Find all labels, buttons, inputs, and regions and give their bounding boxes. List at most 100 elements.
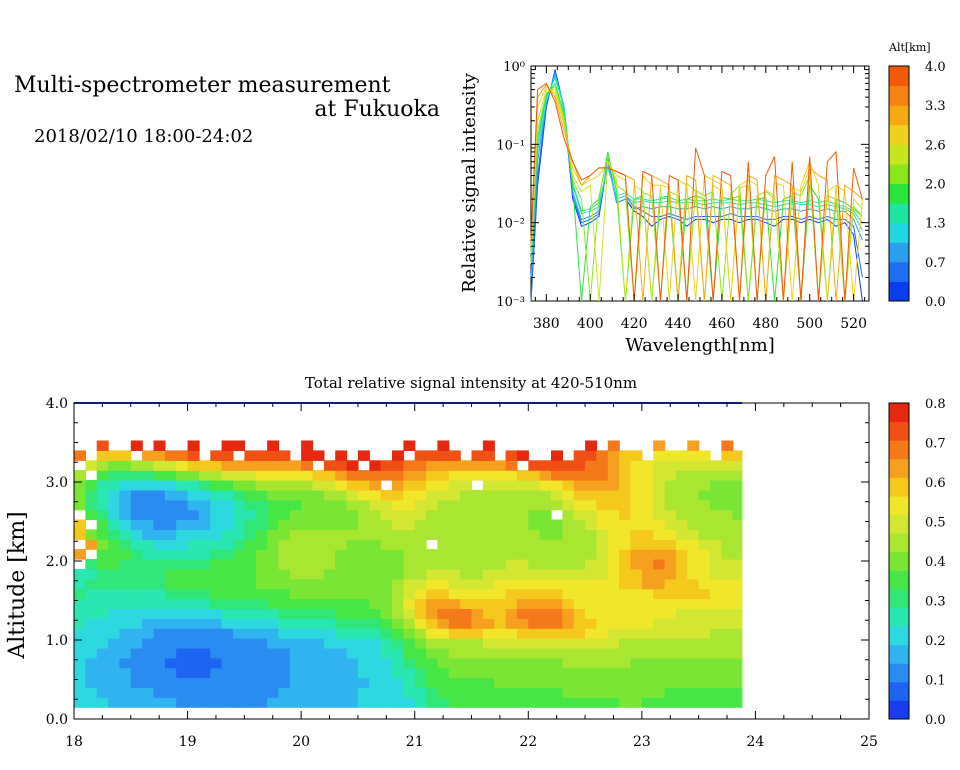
heatmap-cell	[267, 499, 280, 511]
heatmap-cell	[516, 549, 529, 560]
heatmap-cell	[619, 460, 632, 471]
heatmap-cell	[74, 598, 86, 609]
heatmap-cell	[573, 588, 586, 600]
heatmap-cell	[392, 509, 404, 521]
heatmap-cell	[698, 470, 711, 481]
heatmap-cell	[244, 450, 257, 461]
heatmap-cell	[596, 618, 609, 629]
heatmap-cell	[74, 549, 86, 560]
heatmap-cell	[607, 588, 620, 600]
heatmap-cell	[653, 549, 666, 560]
heatmap-cell	[641, 598, 654, 609]
heatmap-cell	[551, 480, 563, 491]
heatmap-cell	[585, 460, 598, 471]
heatmap-cell	[528, 647, 541, 659]
heatmap-cell	[267, 470, 280, 481]
heatmap-cell	[414, 647, 427, 659]
heatmap-cell	[414, 687, 427, 698]
heatmap-cell	[482, 638, 495, 649]
spectrum-series-line	[530, 89, 863, 302]
heatmap-cell	[414, 480, 427, 491]
heatmap-cell	[267, 480, 280, 491]
heatmap-cell	[653, 697, 666, 708]
heatmap-cell	[596, 539, 609, 550]
heatmap-cell	[494, 677, 507, 688]
heatmap-cell	[392, 568, 404, 580]
heatmap-cell	[96, 529, 109, 540]
heatmap-cell	[108, 499, 121, 511]
heatmap-cell	[687, 519, 700, 530]
heatmap-cell	[392, 638, 404, 649]
heatmap-cell	[301, 568, 314, 580]
value-colorbar-swatch	[889, 514, 909, 534]
heatmap-cell	[619, 480, 632, 491]
heatmap-cell	[142, 460, 155, 471]
heatmap-cell	[278, 598, 291, 609]
heatmap-cell	[392, 529, 404, 540]
heatmap-cell	[380, 519, 393, 530]
heatmap-cell	[403, 440, 416, 451]
heatmap-cell	[369, 588, 382, 600]
heatmap-cell	[130, 638, 143, 649]
heatmap-cell	[619, 608, 632, 619]
heatmap-cell	[551, 697, 563, 708]
heatmap-cell	[562, 608, 575, 619]
heatmap-cell	[505, 687, 518, 698]
value-colorbar-swatch	[889, 607, 909, 627]
heatmap-cell	[607, 470, 620, 481]
heatmap-cell	[119, 519, 132, 530]
heatmap-cell	[289, 529, 302, 540]
heatmap-cell	[233, 638, 245, 649]
heatmap-cell	[233, 687, 245, 698]
heatmap-cell	[142, 568, 155, 580]
heatmap-cell	[721, 480, 734, 491]
heatmap-cell	[539, 647, 552, 659]
heatmap-cell	[142, 697, 155, 708]
heatmap-cell	[335, 588, 348, 600]
heatmap-cell	[437, 677, 450, 688]
spectrum-series-line	[530, 82, 863, 302]
heatmap-cell	[278, 618, 291, 629]
heatmap-cell	[142, 549, 155, 560]
heatmap-cell	[267, 667, 280, 679]
heatmap-cell	[721, 578, 734, 590]
heatmap-cell	[335, 470, 348, 481]
heatmap-cell	[448, 559, 461, 570]
heatmap-cell	[198, 697, 211, 708]
heatmap-cell	[426, 529, 439, 540]
heatmap-cell	[448, 677, 461, 688]
heatmap-cell	[471, 509, 484, 521]
heatmap-cell	[210, 578, 223, 590]
heatmap-cell	[426, 647, 439, 659]
value-colorbar-tick-label: 0.8	[925, 397, 946, 412]
heatmap-cell	[357, 638, 370, 649]
heatmap-x-tick-label: 23	[633, 734, 651, 750]
heatmap-cell	[698, 588, 711, 600]
heatmap-cell	[357, 578, 370, 590]
heatmap-cell	[721, 539, 734, 550]
heatmap-cell	[585, 667, 598, 679]
heatmap-cell	[596, 657, 609, 669]
heatmap-cell	[505, 470, 518, 481]
value-colorbar-swatch	[889, 570, 909, 590]
heatmap-cell	[403, 480, 416, 491]
heatmap-cell	[437, 440, 450, 451]
heatmap-cell	[335, 529, 348, 540]
heatmap-cell	[710, 687, 722, 698]
heatmap-cell	[301, 677, 314, 688]
heatmap-cell	[153, 598, 166, 609]
heatmap-cell	[176, 489, 189, 501]
heatmap-cell	[471, 460, 484, 471]
heatmap-cell	[267, 588, 280, 600]
heatmap-cell	[528, 588, 541, 600]
heatmap-cell	[494, 470, 507, 481]
heatmap-cell	[142, 470, 155, 481]
heatmap-cell	[323, 568, 336, 580]
heatmap-cell	[255, 588, 268, 600]
heatmap-cell	[210, 529, 223, 540]
heatmap-cell	[233, 647, 245, 659]
heatmap-cell	[437, 460, 450, 471]
heatmap-cell	[312, 578, 325, 590]
heatmap-cell	[448, 578, 461, 590]
heatmap-cell	[687, 499, 700, 511]
